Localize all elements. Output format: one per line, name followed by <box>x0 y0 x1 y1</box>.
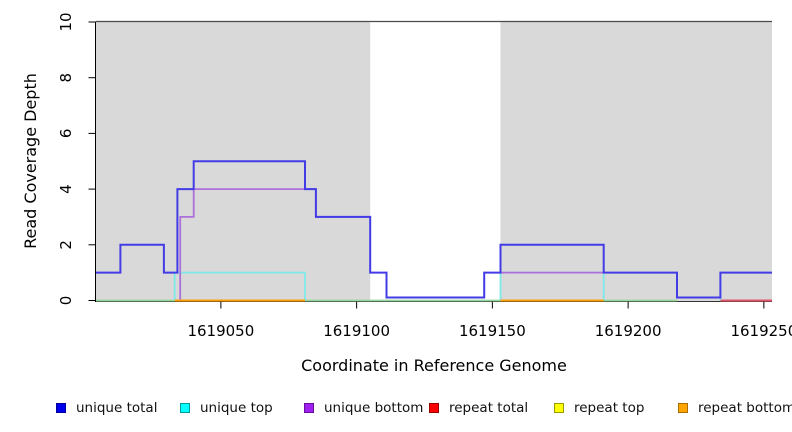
y-tick-label: 6 <box>57 129 75 139</box>
legend-label-unique-top: unique top <box>200 400 273 416</box>
legend-swatch-unique-bottom-icon <box>304 403 314 413</box>
x-tick-label: 1619150 <box>459 322 526 340</box>
chart-legend: unique total unique top unique bottom repea… <box>0 398 792 422</box>
legend-label-unique-total: unique total <box>76 400 158 416</box>
x-tick-label: 1619050 <box>187 322 254 340</box>
legend-item-repeat-total: repeat total <box>429 398 528 418</box>
legend-label-repeat-bottom: repeat bottom <box>698 400 792 416</box>
y-tick-label: 4 <box>57 184 75 194</box>
legend-label-repeat-total: repeat total <box>449 400 529 416</box>
legend-swatch-repeat-bottom-icon <box>678 403 688 413</box>
x-axis-title: Coordinate in Reference Genome <box>301 356 567 375</box>
legend-item-repeat-bottom: repeat bottom <box>678 398 792 418</box>
shaded-region-2 <box>500 22 772 302</box>
y-tick-label: 10 <box>57 12 75 31</box>
legend-swatch-repeat-top-icon <box>554 403 564 413</box>
x-tick-label: 1619100 <box>323 322 390 340</box>
legend-label-unique-bottom: unique bottom <box>324 400 424 416</box>
legend-item-unique-bottom: unique bottom <box>304 398 423 418</box>
x-tick-label: 1619200 <box>595 322 662 340</box>
series-line-unique-total <box>96 160 772 299</box>
series-line-unique-top <box>173 271 306 301</box>
y-axis-title: Read Coverage Depth <box>21 73 40 249</box>
x-tick-label: 1619250 <box>730 322 792 340</box>
legend-label-repeat-top: repeat top <box>574 400 645 416</box>
legend-item-unique-top: unique top <box>180 398 273 418</box>
legend-swatch-unique-top-icon <box>180 403 190 413</box>
y-tick-label: 2 <box>57 240 75 250</box>
legend-item-unique-total: unique total <box>56 398 157 418</box>
legend-swatch-unique-total-icon <box>56 403 66 413</box>
legend-item-repeat-top: repeat top <box>554 398 644 418</box>
y-tick-label: 8 <box>57 73 75 83</box>
legend-swatch-repeat-total-icon <box>429 403 439 413</box>
y-tick-label: 0 <box>57 296 75 306</box>
